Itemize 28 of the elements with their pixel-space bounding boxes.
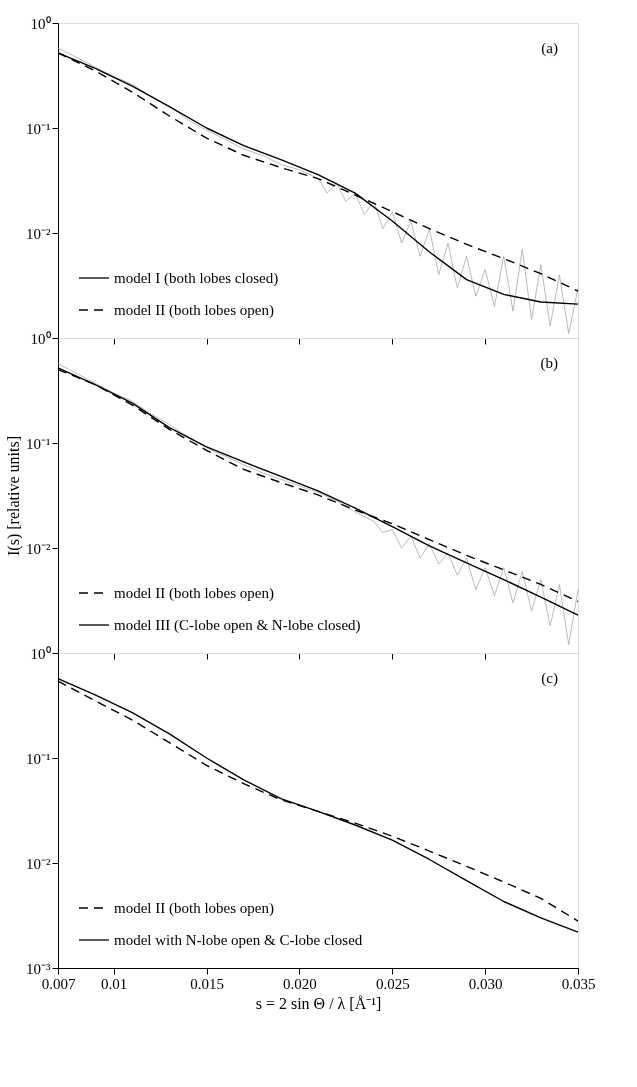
x-tick-label: 0.015 (190, 975, 224, 992)
legend-label: model III (C-lobe open & N-lobe closed) (114, 617, 361, 634)
legend-label: model with N-lobe open & C-lobe closed (114, 932, 363, 948)
legend-label: model II (both lobes open) (114, 900, 274, 917)
x-tick-label: 0.020 (283, 975, 317, 992)
y-tick-label: 10⁻¹ (26, 120, 51, 137)
y-tick-label: 10⁻¹ (26, 435, 51, 452)
y-tick-label: 10⁻² (26, 540, 51, 557)
annotation: (b) (540, 355, 558, 372)
x-tick-label: 0.035 (561, 975, 596, 992)
legend-label: model II (both lobes open) (114, 302, 274, 319)
x-axis-title: s = 2 sin Θ / λ [Å⁻¹] (255, 994, 382, 1012)
legend-label: model I (both lobes closed) (114, 270, 279, 287)
x-tick-label: 0.030 (468, 975, 503, 992)
y-tick-label: 10⁻² (26, 225, 51, 242)
annotation: (c) (541, 670, 558, 687)
y-tick-label: 10⁰ (30, 645, 51, 662)
y-axis-title: I(s) [relative units] (5, 436, 23, 556)
y-tick-label: 10⁻³ (26, 960, 51, 977)
legend-label: model II (both lobes open) (114, 585, 274, 602)
y-tick-label: 10⁰ (30, 330, 51, 347)
y-tick-label: 10⁻¹ (26, 750, 51, 767)
y-tick-label: 10⁻² (26, 855, 51, 872)
annotation: (a) (541, 40, 558, 57)
x-tick-label: 0.007 (41, 975, 76, 992)
y-tick-label: 10⁰ (30, 15, 51, 32)
x-tick-label: 0.025 (375, 975, 410, 992)
x-tick-label: 0.01 (101, 975, 128, 992)
